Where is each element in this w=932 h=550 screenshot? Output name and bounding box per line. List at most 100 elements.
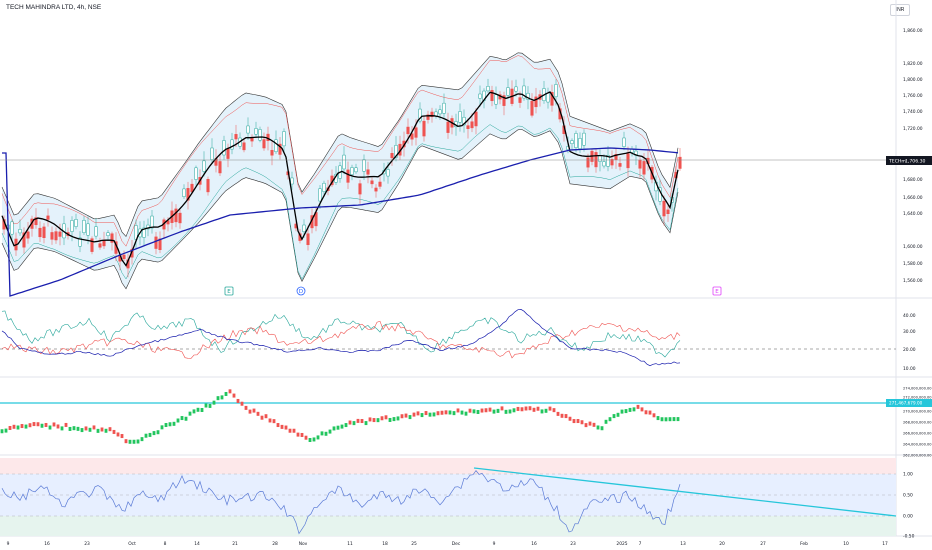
panel3-bar [408, 415, 412, 420]
candle-body [362, 159, 366, 172]
panel3-bar [52, 422, 56, 427]
price-tick: 1,580.00 [903, 261, 923, 267]
dividend-marker[interactable]: D [299, 289, 303, 295]
panel3-bar [400, 414, 404, 419]
panel2-minus-di-line [1, 320, 681, 359]
panel3-bar [392, 417, 396, 422]
panel3-bar [504, 409, 508, 414]
panel3-level-tag [886, 399, 932, 407]
panel3-bar [620, 409, 624, 414]
candle-body [78, 237, 82, 247]
panel3-bar [164, 423, 168, 428]
panel3-bar [20, 424, 24, 429]
panel3-bar [112, 429, 116, 434]
panel2-axis: 40.00 30.00 20.00 10.00 [903, 313, 916, 372]
panel3-bar [448, 410, 452, 415]
panel3-bar [572, 419, 576, 424]
panel3-bar [484, 408, 488, 413]
panel2-tick: 10.00 [903, 366, 916, 372]
candle-body [442, 102, 446, 114]
candle-body [494, 94, 498, 105]
candle-body [230, 139, 234, 150]
candle-body [322, 182, 326, 192]
panel3-bar [380, 416, 384, 421]
panel4-trendline[interactable] [473, 467, 897, 517]
fast-moving-average [1, 91, 679, 267]
panel3-bar [216, 396, 220, 401]
candle-body [38, 227, 42, 238]
candle-body [554, 84, 558, 98]
candle-body [210, 147, 214, 160]
panel3-bar [176, 418, 180, 423]
candle-body [270, 149, 274, 156]
panel3-bar [288, 428, 292, 433]
candle-body [46, 215, 50, 220]
candle-body [86, 223, 90, 236]
panel3-bar [568, 416, 572, 421]
candle-body [22, 232, 26, 248]
candle-body [306, 233, 310, 246]
panel2-adx-line [1, 309, 681, 367]
candle-body [290, 177, 294, 185]
candle-body [490, 90, 494, 102]
panel4-oscillator-line [1, 470, 681, 535]
chart-title: TECH MAHINDRA LTD, 4h, NSE [6, 4, 102, 11]
panel3-bar [60, 426, 64, 431]
candle-body [222, 140, 226, 156]
candle-body [70, 220, 74, 232]
candle-body [474, 111, 478, 127]
panel3-bar [132, 439, 136, 444]
panel3-tick: 264,000,000.00 [903, 443, 932, 447]
bollinger-upper [1, 52, 679, 238]
panel3-bar [96, 428, 100, 433]
panel3-bar [232, 393, 236, 398]
panel3-bar [552, 408, 556, 413]
panel3-bar [376, 418, 380, 423]
panel3-bar [4, 428, 8, 433]
price-tick: 1,820.00 [903, 61, 923, 67]
candle-body [358, 183, 362, 195]
candle-body [602, 161, 606, 167]
candle-body [394, 144, 398, 158]
panel3-bar [388, 417, 392, 422]
candle-body [378, 181, 382, 187]
candle-body [502, 95, 506, 106]
panel3-bar [124, 439, 128, 444]
panel4-axis: 1.00 0.50 0.00 -0.50 [903, 472, 915, 540]
panel3-bar [604, 419, 608, 424]
panel3-bar [120, 434, 124, 439]
price-tick: 1,740.00 [903, 109, 923, 115]
panel3-bar [672, 417, 676, 422]
panel3-bar [464, 411, 468, 416]
candle-body [302, 224, 306, 233]
panel3-bar [252, 408, 256, 413]
earnings-marker-2[interactable]: E [715, 289, 719, 295]
panel3-bar [224, 391, 228, 396]
panel2-tick: 20.00 [903, 347, 916, 353]
event-markers[interactable]: E D E [224, 286, 722, 296]
panel3-bar [24, 424, 28, 429]
panel3-bar [296, 432, 300, 437]
candle-body [82, 219, 86, 234]
panel3-bar [548, 406, 552, 411]
panel3-bar [432, 412, 436, 417]
currency-button[interactable]: INR [890, 4, 910, 16]
panel3-bar [144, 433, 148, 438]
candle-body [186, 188, 190, 201]
panel3-bar [228, 389, 232, 394]
earnings-marker-1[interactable]: E [227, 289, 231, 295]
panel3-bar [0, 429, 4, 434]
candle-body [514, 86, 518, 92]
candle-body [626, 153, 630, 169]
panel3-bar [628, 407, 632, 412]
candle-body [458, 111, 462, 123]
panel3-bar [248, 409, 252, 414]
panel3-bar [268, 418, 272, 423]
candle-body [42, 226, 46, 238]
candle-body [406, 126, 410, 135]
panel3-bar [592, 422, 596, 427]
panel3-bar [512, 408, 516, 413]
panel3-bar [340, 424, 344, 429]
panel3-bar [116, 432, 120, 437]
